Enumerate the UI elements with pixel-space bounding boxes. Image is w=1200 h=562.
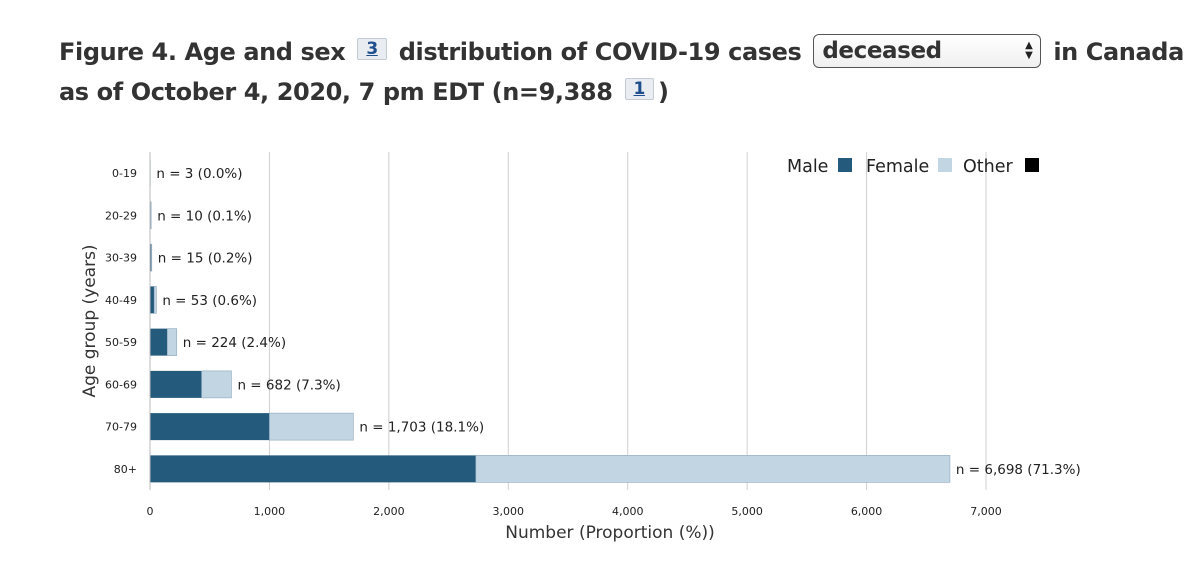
legend: Male Female Other <box>787 157 1039 177</box>
x-tick-label-0: 0 <box>147 505 154 518</box>
case-type-select-value: deceased <box>822 38 942 64</box>
x-tick-label-4000: 4,000 <box>612 505 644 518</box>
bars <box>149 159 951 483</box>
legend-swatch-female <box>938 158 952 172</box>
figure-title: Figure 4. Age and sex 3 distribution of … <box>59 32 1184 112</box>
bar-male-70-79 <box>150 413 270 441</box>
y-tick-label-30-39: 30-39 <box>105 252 137 265</box>
data-label-0-19: n = 3 (0.0%) <box>156 166 242 182</box>
title-text-part4: as of October 4, 2020, 7 pm EDT (n=9,388 <box>59 78 613 106</box>
data-label-60-69: n = 682 (7.3%) <box>237 377 340 393</box>
title-line-1: Figure 4. Age and sex 3 distribution of … <box>59 32 1184 72</box>
y-tick-label-60-69: 60-69 <box>105 378 137 391</box>
title-text-part1: Figure 4. Age and sex <box>59 38 346 66</box>
title-text-part3: in Canada <box>1053 38 1184 66</box>
data-label-20-29: n = 10 (0.1%) <box>157 208 252 224</box>
bar-male-50-59 <box>150 328 168 356</box>
legend-label-other: Other <box>963 157 1013 177</box>
x-tick-label-6000: 6,000 <box>851 505 883 518</box>
bar-female-30-39 <box>150 243 153 272</box>
bar-female-80+ <box>475 455 951 483</box>
data-label-80+: n = 6,698 (71.3%) <box>956 462 1081 478</box>
y-axis-ticks: 0-19 20-29 30-39 40-49 50-59 60-69 70-79 80+ <box>105 167 137 476</box>
y-tick-label-50-59: 50-59 <box>105 336 137 349</box>
data-labels: n = 3 (0.0%) n = 10 (0.1%) n = 15 (0.2%) n … <box>156 166 1080 478</box>
bar-male-60-69 <box>150 370 202 398</box>
bar-male-40-49 <box>150 286 155 314</box>
data-label-30-39: n = 15 (0.2%) <box>158 251 253 267</box>
y-axis-title: Age group (years) <box>80 244 100 397</box>
legend-label-male: Male <box>787 157 828 177</box>
x-tick-label-2000: 2,000 <box>373 505 405 518</box>
y-tick-label-40-49: 40-49 <box>105 294 137 307</box>
bar-female-40-49 <box>153 286 157 314</box>
bar-female-70-79 <box>269 412 354 441</box>
data-label-40-49: n = 53 (0.6%) <box>162 293 257 309</box>
bar-male-80+ <box>150 455 476 483</box>
bar-female-50-59 <box>167 328 178 356</box>
title-line-2: as of October 4, 2020, 7 pm EDT (n=9,388… <box>59 72 1179 112</box>
x-tick-label-5000: 5,000 <box>731 505 763 518</box>
grid-lines <box>268 152 987 490</box>
y-tick-label-80+: 80+ <box>114 463 137 476</box>
bar-female-60-69 <box>201 370 232 399</box>
footnote-link-1[interactable]: 1 <box>624 78 654 100</box>
select-arrows-icon: ▲ ▼ <box>1025 40 1033 61</box>
data-label-50-59: n = 224 (2.4%) <box>183 335 286 351</box>
x-axis-ticks: 0 1,000 2,000 3,000 4,000 5,000 6,000 7,000 <box>147 505 1002 518</box>
title-text-part2: distribution of COVID-19 cases <box>398 38 802 66</box>
y-tick-label-70-79: 70-79 <box>105 421 137 434</box>
legend-label-female: Female <box>866 157 929 177</box>
x-tick-label-7000: 7,000 <box>970 505 1002 518</box>
legend-swatch-male <box>838 158 852 172</box>
case-type-select[interactable]: deceased ▲ ▼ <box>813 34 1042 68</box>
x-axis-title: Number (Proportion (%)) <box>505 523 715 543</box>
y-tick-label-20-29: 20-29 <box>105 209 137 222</box>
legend-swatch-other <box>1025 158 1039 172</box>
x-tick-label-3000: 3,000 <box>493 505 525 518</box>
title-text-part5: ) <box>657 78 669 106</box>
data-label-70-79: n = 1,703 (18.1%) <box>359 420 484 436</box>
footnote-link-3[interactable]: 3 <box>357 38 387 60</box>
bar-male-30-39 <box>150 244 152 272</box>
y-tick-label-0-19: 0-19 <box>112 167 137 180</box>
x-tick-label-1000: 1,000 <box>254 505 286 518</box>
